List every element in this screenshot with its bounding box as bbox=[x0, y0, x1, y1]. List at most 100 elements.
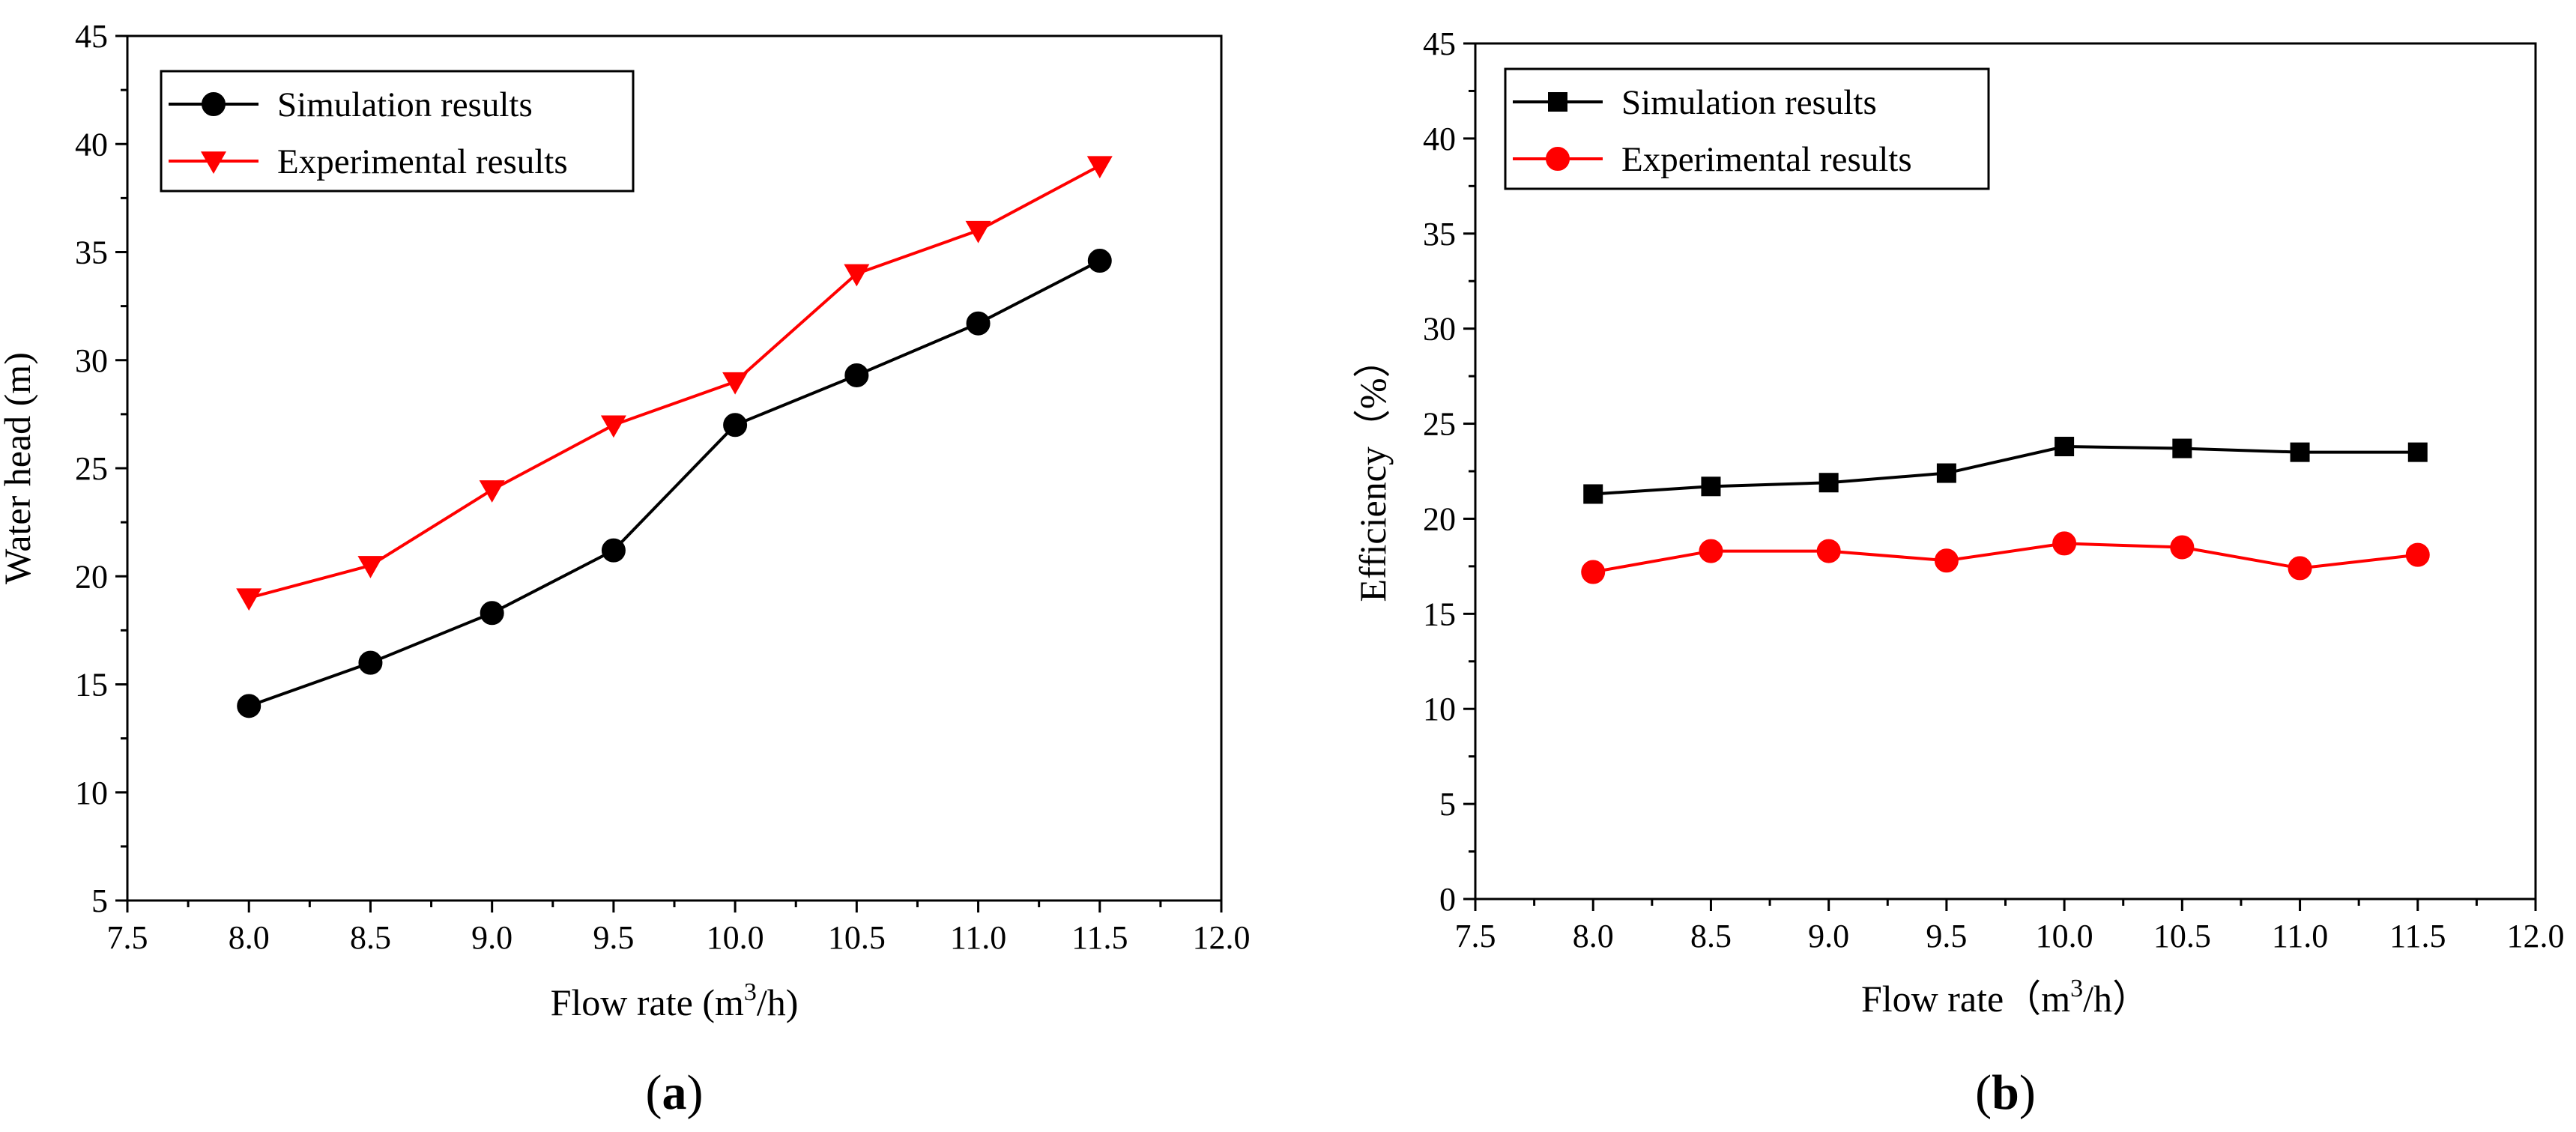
y-tick-label: 10 bbox=[75, 775, 108, 811]
x-tick-label: 11.0 bbox=[2272, 918, 2328, 954]
x-tick-label: 12.0 bbox=[2507, 918, 2565, 954]
x-tick-label: 10.0 bbox=[2036, 918, 2093, 954]
series-1 bbox=[237, 249, 1112, 718]
y-tick-label: 30 bbox=[1423, 311, 1456, 348]
x-tick-label: 9.5 bbox=[1926, 918, 1967, 954]
x-tick-label: 9.0 bbox=[471, 919, 513, 956]
legend-label: Experimental results bbox=[1621, 140, 1912, 179]
y-tick-label: 45 bbox=[75, 18, 108, 55]
chart-panel-b: 7.5 8.0 8.5 9.0 9.5 10.0 10.5 11.0 11.5 12.0 0 5 10 1… bbox=[1288, 0, 2576, 1132]
x-tick-label: 12.0 bbox=[1193, 919, 1251, 956]
legend-label: Simulation results bbox=[1621, 83, 1877, 122]
legend-marker bbox=[202, 92, 226, 116]
data-point bbox=[2055, 437, 2075, 457]
data-point bbox=[2288, 556, 2312, 581]
data-point bbox=[2170, 535, 2195, 560]
y-tick-label: 35 bbox=[1423, 216, 1456, 252]
data-point bbox=[2052, 531, 2077, 556]
y-axis-title: Efficiency（%） bbox=[1352, 341, 1394, 602]
y-tick-label: 10 bbox=[1423, 691, 1456, 727]
data-point bbox=[357, 556, 384, 578]
x-tick-label: 11.5 bbox=[1071, 919, 1128, 956]
y-axis: 0 5 10 15 20 25 30 35 40 45 bbox=[1423, 25, 1475, 918]
y-tick-label: 20 bbox=[1423, 500, 1456, 537]
chart-b-svg: 7.5 8.0 8.5 9.0 9.5 10.0 10.5 11.0 11.5 12.0 0 5 10 1… bbox=[1352, 25, 2565, 1120]
legend-label: Experimental results bbox=[277, 142, 568, 181]
legend-marker bbox=[201, 151, 226, 174]
data-point bbox=[358, 650, 383, 675]
x-axis: 7.5 8.0 8.5 9.0 9.5 10.0 10.5 11.0 11.5 12.0 bbox=[107, 901, 1251, 956]
y-tick-label: 15 bbox=[1423, 596, 1456, 632]
panel-label: (a) bbox=[646, 1065, 704, 1120]
series-line bbox=[248, 259, 1101, 708]
x-tick-label: 11.5 bbox=[2389, 918, 2446, 954]
data-point bbox=[966, 311, 991, 336]
x-axis: 7.5 8.0 8.5 9.0 9.5 10.0 10.5 11.0 11.5 12.0 bbox=[1455, 899, 2565, 954]
series-1 bbox=[1583, 437, 2428, 504]
panel-label: (b) bbox=[1975, 1065, 2036, 1120]
data-point bbox=[1818, 473, 1839, 493]
data-point bbox=[1934, 548, 1959, 573]
x-tick-label: 11.0 bbox=[950, 919, 1006, 956]
y-tick-label: 30 bbox=[75, 342, 108, 379]
y-axis: 5 10 15 20 25 30 35 40 45 bbox=[75, 18, 127, 919]
legend-box bbox=[1504, 67, 1990, 190]
y-tick-label: 35 bbox=[75, 234, 108, 271]
data-point bbox=[1086, 156, 1113, 179]
data-point bbox=[237, 694, 261, 718]
data-point bbox=[600, 415, 626, 438]
data-point bbox=[1701, 476, 1721, 497]
series-2 bbox=[1581, 531, 2430, 584]
chart-a-svg: 7.5 8.0 8.5 9.0 9.5 10.0 10.5 11.0 11.5 12.0 5 10 15… bbox=[0, 18, 1251, 1120]
data-point bbox=[844, 264, 870, 287]
legend-marker bbox=[1548, 92, 1567, 112]
y-tick-label: 0 bbox=[1439, 881, 1456, 918]
x-tick-label: 10.5 bbox=[2153, 918, 2211, 954]
y-tick-label: 40 bbox=[75, 126, 108, 163]
x-tick-label: 8.0 bbox=[1573, 918, 1614, 954]
x-tick-label: 8.5 bbox=[1690, 918, 1732, 954]
y-tick-label: 5 bbox=[1439, 786, 1456, 823]
data-point bbox=[844, 363, 869, 387]
x-tick-label: 9.0 bbox=[1808, 918, 1849, 954]
y-tick-label: 5 bbox=[91, 883, 108, 919]
x-tick-label: 7.5 bbox=[1455, 918, 1496, 954]
y-tick-label: 20 bbox=[75, 558, 108, 595]
data-point bbox=[2172, 438, 2192, 458]
legend: Simulation results Experimental results bbox=[1504, 67, 1990, 190]
x-tick-label: 8.5 bbox=[350, 919, 391, 956]
data-point bbox=[1581, 560, 1606, 584]
data-point bbox=[236, 588, 262, 611]
data-point bbox=[1816, 539, 1841, 563]
data-point bbox=[1087, 249, 1112, 273]
x-axis-title: Flow rate（m3/h） bbox=[1861, 975, 2150, 1020]
series-line bbox=[1592, 542, 2419, 574]
data-point bbox=[2405, 542, 2430, 567]
data-point bbox=[723, 413, 748, 438]
data-point bbox=[2407, 442, 2428, 462]
x-tick-label: 10.0 bbox=[707, 919, 764, 956]
x-tick-label: 10.5 bbox=[828, 919, 886, 956]
data-point bbox=[1583, 484, 1603, 504]
x-axis-title: Flow rate (m3/h) bbox=[551, 978, 799, 1023]
series-line bbox=[1593, 445, 2418, 496]
y-axis-title: Water head (m) bbox=[0, 352, 38, 584]
legend-label: Simulation results bbox=[277, 85, 533, 124]
legend-box bbox=[160, 70, 635, 193]
x-tick-label: 8.0 bbox=[229, 919, 270, 956]
chart-panel-a: 7.5 8.0 8.5 9.0 9.5 10.0 10.5 11.0 11.5 12.0 5 10 15… bbox=[0, 18, 1251, 1120]
x-tick-label: 9.5 bbox=[593, 919, 634, 956]
y-tick-label: 40 bbox=[1423, 121, 1456, 157]
data-point bbox=[2290, 442, 2310, 462]
data-point bbox=[965, 220, 991, 243]
series-2 bbox=[236, 156, 1113, 611]
data-point bbox=[1699, 539, 1723, 563]
y-tick-label: 25 bbox=[75, 450, 108, 487]
legend-marker bbox=[1546, 147, 1570, 171]
y-tick-label: 25 bbox=[1423, 406, 1456, 443]
series-line bbox=[248, 164, 1101, 600]
data-point bbox=[479, 480, 505, 503]
y-tick-label: 15 bbox=[75, 667, 108, 703]
data-point bbox=[722, 372, 749, 395]
data-point bbox=[480, 601, 504, 626]
